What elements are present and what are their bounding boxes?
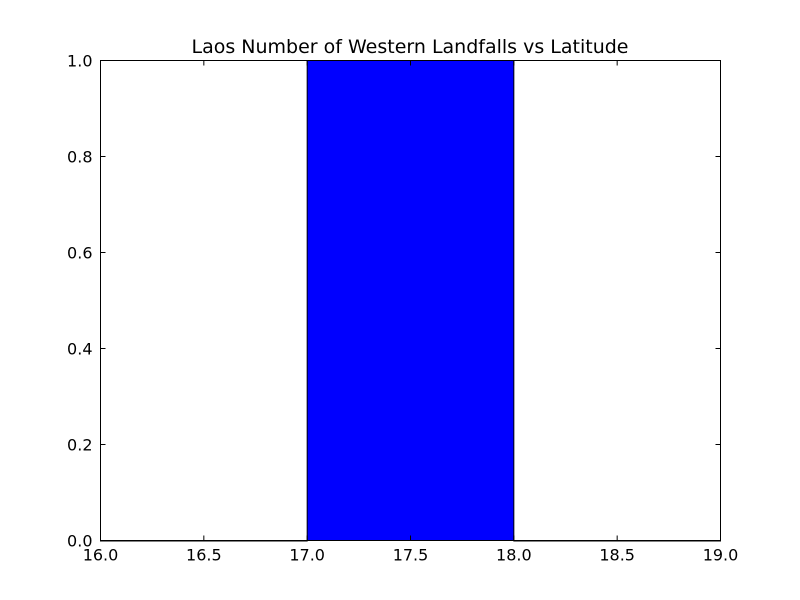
x-tick-label: 16.0: [83, 546, 119, 565]
x-tick-label: 17.5: [393, 546, 429, 565]
ticks-group: 16.0 16.5 17.0 17.5 18.0 18.5 19.0 0.0 0.2 0.4 0.6…: [67, 52, 738, 565]
y-tick-label: 0.8: [67, 148, 92, 167]
y-tick-label: 1.0: [67, 52, 92, 71]
x-tick-label: 16.5: [186, 546, 222, 565]
y-tick-label: 0.4: [67, 340, 92, 359]
x-tick-label: 19.0: [703, 546, 739, 565]
x-tick-label: 17.0: [289, 546, 325, 565]
bar-1: [306, 60, 515, 541]
y-tick-label: 0.0: [67, 532, 92, 551]
y-tick-label: 0.2: [67, 436, 92, 455]
y-tick-label: 0.6: [67, 244, 92, 263]
bars-group: [100, 60, 721, 542]
plot-frame: [100, 60, 721, 541]
x-tick-label: 18.5: [599, 546, 635, 565]
x-tick-label: 18.0: [496, 546, 532, 565]
chart-title: Laos Number of Western Landfalls vs Lati…: [191, 36, 628, 58]
